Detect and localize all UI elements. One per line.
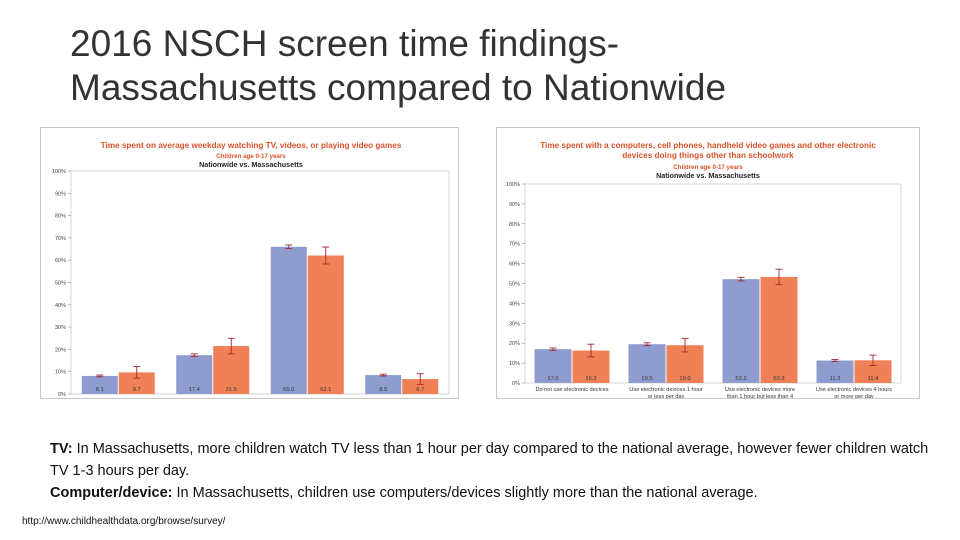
plot-area: [70, 170, 450, 395]
data-label: 19.0: [679, 376, 690, 382]
data-label: 53.3: [773, 376, 784, 382]
bar-nationwide: [534, 349, 572, 383]
data-label: 19.5: [641, 376, 652, 382]
y-tick-label: 20%: [509, 341, 520, 347]
y-tick-label: 0%: [512, 381, 520, 387]
bar-nationwide: [270, 246, 307, 394]
caption: TV: In Massachusetts, more children watc…: [50, 438, 930, 504]
title-line-2: Massachusetts compared to Nationwide: [70, 67, 727, 108]
bar-massachusetts: [402, 379, 439, 394]
data-label: 8.1: [96, 387, 104, 393]
y-tick-label: 10%: [509, 361, 520, 367]
bar-massachusetts: [307, 255, 344, 394]
chart-subtitle: Children age 0-17 years: [216, 153, 286, 160]
chart-title-line: devices doing things other than schoolwo…: [622, 151, 794, 160]
caption-device: Computer/device: In Massachusetts, child…: [50, 482, 930, 504]
chart-title: Time spent on average weekday watching T…: [101, 141, 402, 150]
data-label: 8.5: [379, 387, 387, 393]
y-tick-label: 100%: [52, 169, 66, 175]
title-line-1: 2016 NSCH screen time findings-: [70, 23, 620, 64]
caption-tv: TV: In Massachusetts, more children watc…: [50, 438, 930, 482]
caption-tv-text: In Massachusetts, more children watch TV…: [50, 441, 929, 479]
y-tick-label: 90%: [509, 202, 520, 208]
bar-nationwide: [365, 375, 402, 394]
data-label: 52.2: [735, 376, 746, 382]
y-tick-label: 40%: [509, 301, 520, 307]
data-label: 17.4: [189, 387, 201, 393]
chart-devices-svg: Time spent with a computers, cell phones…: [506, 141, 902, 398]
caption-device-label: Computer/device:: [50, 485, 173, 501]
category-label: Use electronic devices more: [725, 387, 795, 393]
data-label: 66.0: [283, 387, 294, 393]
y-tick-label: 30%: [509, 321, 520, 327]
y-tick-label: 30%: [55, 325, 66, 331]
data-label: 17.0: [547, 376, 558, 382]
bar-nationwide: [176, 355, 213, 394]
chart-devices: Time spent with a computers, cell phones…: [496, 127, 920, 399]
chart-tv: Time spent on average weekday watching T…: [40, 127, 459, 399]
y-tick-label: 90%: [55, 191, 66, 197]
data-label: 16.3: [585, 376, 596, 382]
category-label: or more per day: [834, 394, 874, 398]
bar-nationwide: [816, 360, 854, 383]
y-tick-label: 40%: [55, 303, 66, 309]
y-tick-label: 60%: [509, 262, 520, 268]
category-label: than 1 hour but less than 4: [727, 394, 793, 398]
caption-device-text: In Massachusetts, children use computers…: [172, 485, 758, 501]
bar-nationwide: [628, 344, 666, 383]
data-label: 11.3: [830, 376, 841, 382]
data-label: 21.5: [226, 387, 237, 393]
y-tick-label: 50%: [55, 281, 66, 287]
y-tick-label: 100%: [506, 182, 520, 188]
bar-massachusetts: [760, 276, 798, 383]
bar-nationwide: [722, 279, 760, 383]
data-label: 6.7: [416, 387, 424, 393]
y-tick-label: 50%: [509, 282, 520, 288]
chart-tv-svg: Time spent on average weekday watching T…: [52, 141, 450, 398]
category-label: Use electronic devices 4 hours: [816, 387, 892, 393]
chart-title-line: Time spent with a computers, cell phones…: [540, 141, 876, 150]
y-tick-label: 70%: [509, 242, 520, 248]
y-tick-label: 0%: [58, 392, 66, 398]
category-label: Do not use electronic devices: [535, 387, 608, 393]
chart-subtitle2: Nationwide vs. Massachusetts: [199, 160, 303, 169]
chart-subtitle: Children age 0-17 years: [673, 164, 743, 171]
y-tick-label: 10%: [55, 370, 66, 376]
bar-massachusetts: [118, 372, 155, 394]
data-label: 11.4: [868, 376, 880, 382]
bar-massachusetts: [854, 360, 892, 383]
bar-nationwide: [81, 375, 118, 394]
data-label: 9.7: [133, 387, 141, 393]
y-tick-label: 80%: [55, 214, 66, 220]
caption-tv-label: TV:: [50, 441, 73, 457]
slide-title: 2016 NSCH screen time findings- Massachu…: [70, 22, 930, 110]
y-tick-label: 70%: [55, 236, 66, 242]
y-tick-label: 80%: [509, 222, 520, 228]
chart-subtitle2: Nationwide vs. Massachusetts: [656, 171, 760, 180]
category-label: Use electronic devices 1 hour: [629, 387, 703, 393]
plot-area: [524, 183, 902, 384]
y-tick-label: 60%: [55, 258, 66, 264]
category-label: or less per day: [648, 394, 685, 398]
y-tick-label: 20%: [55, 347, 66, 353]
data-label: 62.1: [320, 387, 331, 393]
source-link[interactable]: http://www.childhealthdata.org/browse/su…: [22, 516, 226, 527]
